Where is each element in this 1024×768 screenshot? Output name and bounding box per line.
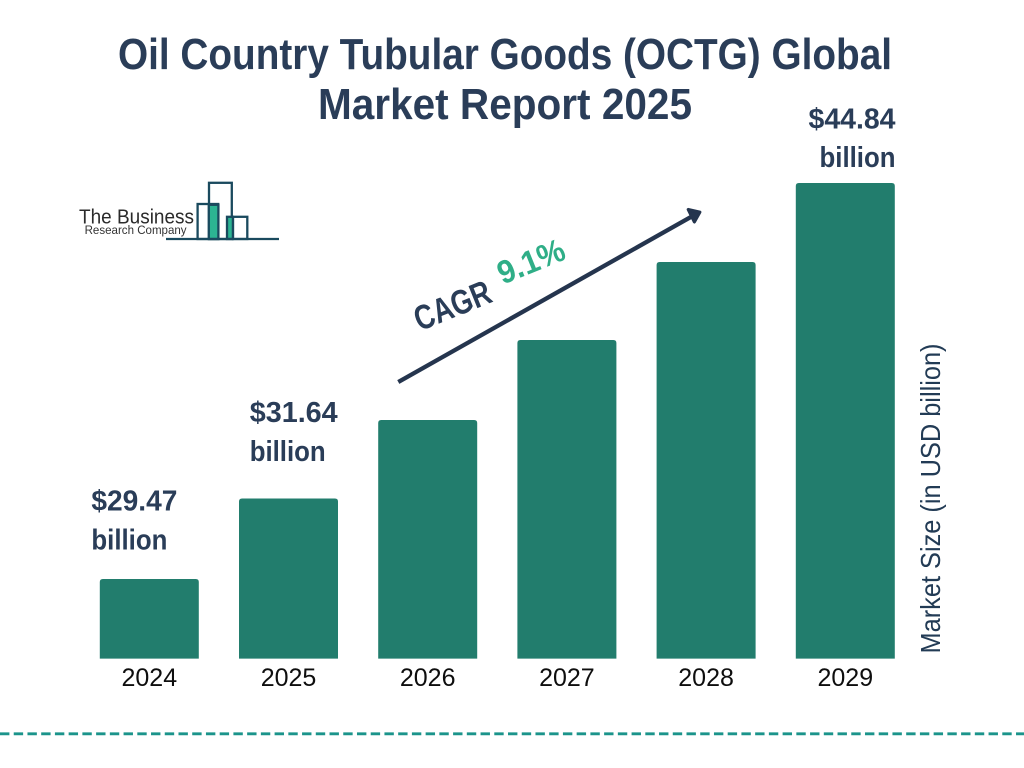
svg-text:2025: 2025	[261, 664, 317, 692]
svg-text:Market Report 2025: Market Report 2025	[318, 81, 692, 129]
svg-text:Research Company: Research Company	[85, 223, 188, 237]
svg-text:$31.64: $31.64	[250, 397, 338, 429]
svg-text:2026: 2026	[400, 664, 456, 692]
svg-text:billion: billion	[91, 525, 167, 557]
svg-text:Oil Country Tubular Goods (OCT: Oil Country Tubular Goods (OCTG) Global	[118, 31, 892, 79]
svg-text:The Business: The Business	[79, 205, 194, 228]
svg-text:Market Size (in USD billion): Market Size (in USD billion)	[915, 344, 946, 654]
svg-text:billion: billion	[820, 142, 896, 174]
svg-text:2029: 2029	[817, 664, 873, 692]
svg-text:2024: 2024	[121, 664, 177, 692]
svg-text:$44.84: $44.84	[809, 103, 896, 135]
svg-text:billion: billion	[250, 436, 326, 468]
svg-text:$29.47: $29.47	[91, 486, 177, 518]
svg-text:2028: 2028	[678, 664, 734, 692]
svg-text:2027: 2027	[539, 664, 595, 692]
